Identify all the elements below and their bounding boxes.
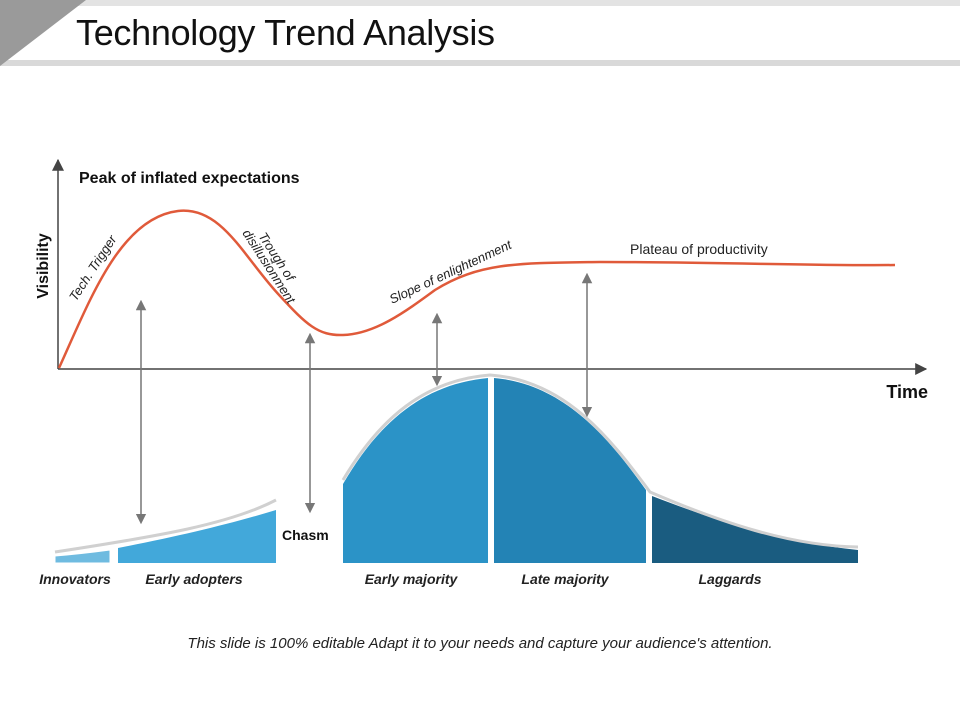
segment-late-majority xyxy=(494,378,646,563)
segment-label-late-majority: Late majority xyxy=(521,571,609,587)
chasm-label: Chasm xyxy=(282,527,329,543)
footer-note: This slide is 100% editable Adapt it to … xyxy=(187,635,773,652)
segment-label-laggards: Laggards xyxy=(698,571,761,587)
phase-slope-label: Slope of enlightenment xyxy=(387,236,515,306)
segment-innovators xyxy=(54,549,111,564)
y-axis-label: Visibility xyxy=(35,233,52,299)
phase-plateau-label: Plateau of productivity xyxy=(630,241,768,257)
page-title: Technology Trend Analysis xyxy=(76,12,495,53)
hype-curve xyxy=(57,209,896,369)
segment-label-early-majority: Early majority xyxy=(365,571,459,587)
segment-laggards xyxy=(652,496,858,563)
segment-label-early-adopters: Early adopters xyxy=(145,571,242,587)
header-bar-bottom xyxy=(0,60,960,66)
peak-label: Peak of inflated expectations xyxy=(79,170,300,187)
segment-label-innovators: Innovators xyxy=(39,571,111,587)
header-bar-top xyxy=(0,0,960,6)
segment-early-majority xyxy=(343,378,488,563)
x-axis-label: Time xyxy=(886,382,928,402)
corner-triangle xyxy=(0,0,86,66)
segment-early-adopters xyxy=(118,510,276,563)
